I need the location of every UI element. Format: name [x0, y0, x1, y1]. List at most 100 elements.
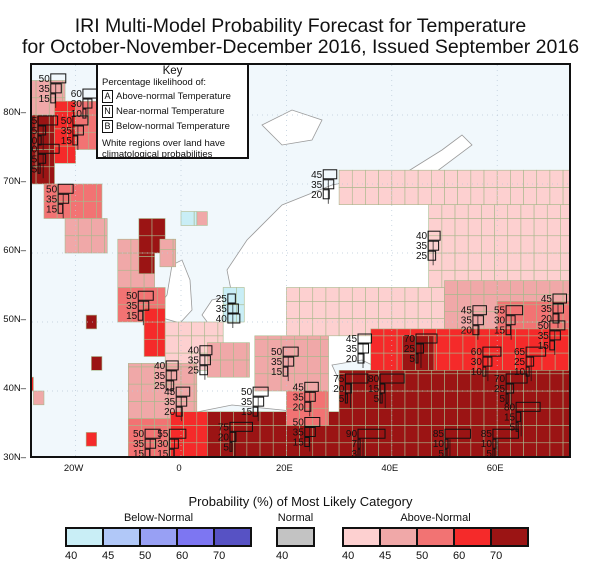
forecast-cell [170, 425, 184, 444]
below-prob: 15 [241, 407, 253, 418]
forecast-cell [404, 442, 419, 456]
forecast-cell [312, 425, 327, 444]
forecast-cell [507, 218, 522, 237]
forecast-cell [172, 249, 177, 268]
above-prob: 40 [416, 231, 428, 242]
forecast-cell [428, 352, 435, 371]
forecast-cell [141, 363, 155, 368]
above-prob: 45 [541, 294, 553, 305]
forecast-cell [77, 218, 92, 237]
prob-bar [492, 428, 519, 439]
forecast-cell [549, 442, 564, 456]
forecast-cell [470, 390, 485, 409]
forecast-cell [404, 390, 419, 409]
forecast-cell [365, 407, 379, 426]
key-note: White regions over land have climatologi… [102, 138, 226, 160]
near-prob: 7 [351, 439, 357, 450]
forecast-cell [444, 169, 458, 188]
forecast-cell [246, 442, 261, 456]
forecast-cell [325, 390, 329, 409]
forecast-cell [467, 252, 482, 271]
forecast-cell [378, 287, 393, 302]
prob-bar [525, 346, 547, 357]
forecast-cell [481, 218, 495, 237]
forecast-cell [417, 187, 432, 205]
forecast-cell [483, 169, 498, 188]
above-prob: 25 [216, 294, 228, 305]
key-heading: Key [162, 65, 183, 77]
prob-bar [304, 401, 312, 412]
forecast-cell [312, 442, 327, 456]
below-prob: 5 [409, 354, 415, 365]
near-prob: 30 [71, 99, 83, 110]
near-prob: 35 [461, 316, 473, 327]
forecast-cell [220, 342, 234, 361]
forecast-cell [536, 169, 551, 188]
forecast-cell [156, 287, 166, 306]
forecast-cell [523, 442, 538, 456]
forecast-cell [404, 407, 419, 426]
forecast-cell [325, 301, 340, 319]
near-prob: 25 [494, 384, 506, 395]
legend-tick: 40 [65, 550, 78, 562]
forecast-cell [436, 328, 451, 337]
forecast-cell [549, 425, 564, 444]
forecast-cell [220, 359, 234, 378]
forecast-cell [441, 252, 456, 271]
prob-bar [472, 305, 487, 316]
forecast-cell [138, 256, 153, 274]
near-prob: 20 [218, 432, 230, 443]
forecast-cell [96, 200, 103, 219]
near-prob: 35 [154, 371, 166, 382]
prob-bar [50, 73, 67, 84]
prob-bar [82, 98, 93, 109]
forecast-cell [481, 252, 495, 271]
above-prob: 45 [293, 382, 305, 393]
forecast-cell [370, 352, 385, 371]
prob-bar [304, 381, 319, 392]
near-prob: 35 [293, 392, 305, 403]
prob-bar [505, 393, 509, 404]
forecast-cell [404, 425, 419, 444]
forecast-cell [32, 97, 37, 116]
above-prob: 50 [241, 387, 253, 398]
forecast-cell [562, 442, 569, 456]
forecast-cell [104, 235, 108, 254]
forecast-cell [457, 187, 472, 205]
prob-bar [322, 169, 338, 180]
forecast-cell [417, 425, 432, 444]
below-prob: 5 [486, 449, 492, 458]
above-prob: 60 [71, 89, 83, 100]
forecast-cell [391, 373, 406, 392]
forecast-cell [441, 218, 456, 237]
prob-bar [505, 325, 512, 336]
near-prob: 30 [494, 316, 506, 327]
forecast-cell [467, 235, 482, 254]
prob-bar [525, 356, 535, 367]
near-prob: 35 [271, 357, 283, 368]
forecast-cell [481, 235, 495, 254]
forecast-cell [77, 235, 92, 254]
below-prob: 5 [500, 394, 506, 405]
forecast-cell [549, 369, 564, 375]
forecast-cell [417, 301, 432, 319]
forecast-cell [378, 187, 393, 205]
prob-bar [427, 230, 441, 241]
prob-bar [344, 373, 369, 384]
prob-bar [505, 305, 524, 316]
forecast-cell [207, 442, 221, 456]
forecast-cell [431, 301, 445, 319]
prob-bar [415, 353, 419, 364]
lon-label: 20E [275, 463, 293, 474]
below-prob: 25 [154, 381, 166, 392]
prob-bar [37, 115, 59, 126]
forecast-cell [233, 442, 248, 456]
prob-bar [344, 383, 352, 394]
forecast-cell [196, 442, 208, 456]
